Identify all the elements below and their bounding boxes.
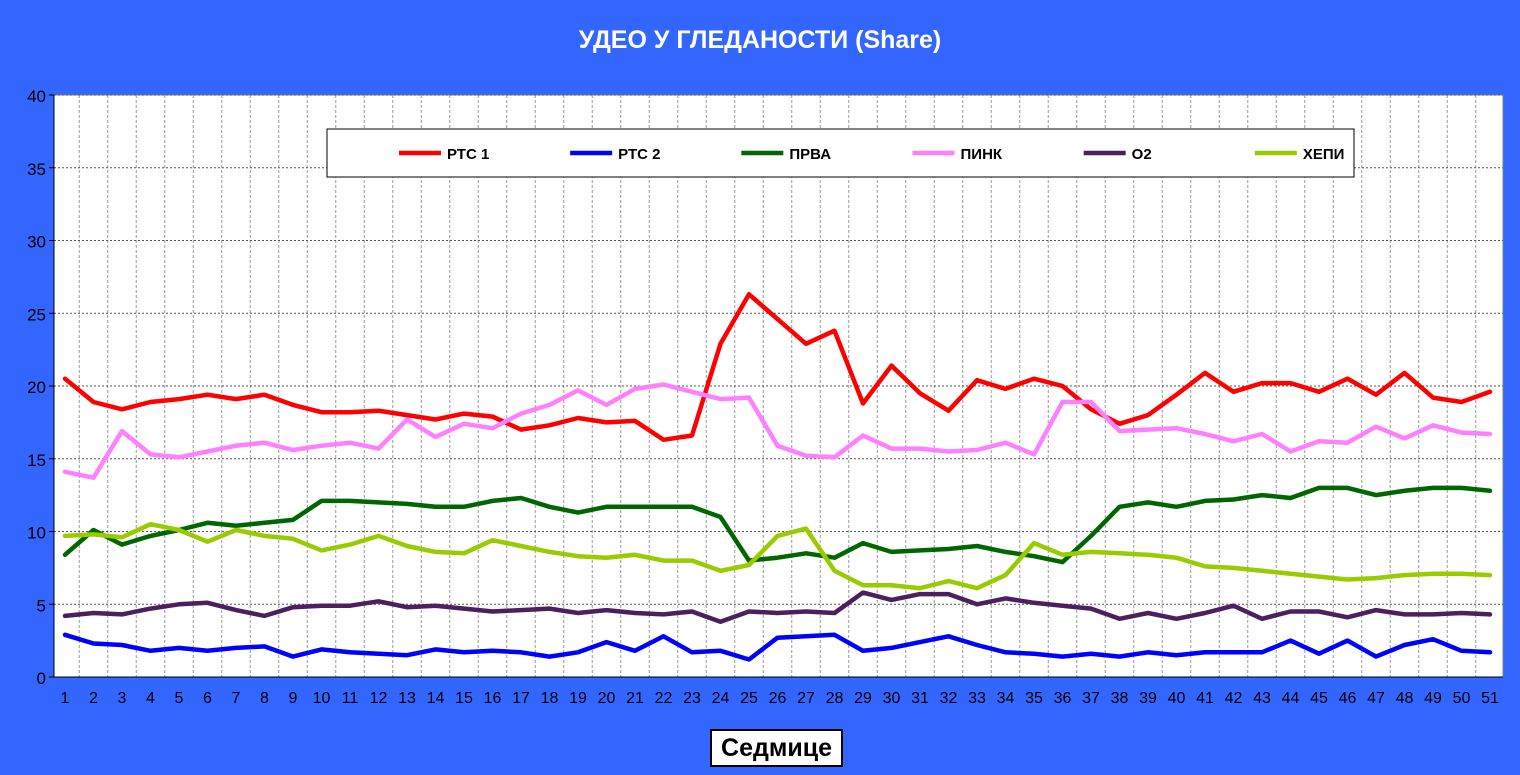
x-tick-label: 45 [1310, 690, 1328, 707]
x-axis-label: Седмице [710, 729, 843, 767]
y-tick-label: 30 [27, 233, 46, 252]
legend-box [326, 128, 1355, 178]
x-tick-label: 2 [89, 690, 98, 707]
x-tick-label: 11 [342, 690, 359, 707]
x-tick-label: 18 [541, 690, 559, 707]
x-tick-label: 29 [854, 690, 872, 707]
x-tick-label: 44 [1282, 690, 1300, 707]
x-tick-label: 28 [826, 690, 844, 707]
x-tick-label: 17 [512, 690, 530, 707]
x-tick-label: 22 [655, 690, 673, 707]
series-lines [62, 292, 1493, 662]
series-line-6 [62, 521, 1493, 591]
y-tick-label: 20 [27, 378, 46, 397]
x-tick-label: 35 [1025, 690, 1043, 707]
x-tick-label: 37 [1082, 690, 1100, 707]
x-tick-label: 32 [940, 690, 958, 707]
series-line-4 [62, 382, 1493, 480]
x-tick-label: 13 [398, 690, 416, 707]
legend-label: РТС 2 [618, 146, 660, 163]
x-tick-label: 5 [175, 690, 184, 707]
x-tick-label: 12 [370, 690, 388, 707]
x-tick-label: 21 [626, 690, 644, 707]
y-tick-label: 40 [27, 87, 46, 106]
series-line-2 [62, 632, 1493, 662]
x-tick-label: 4 [146, 690, 155, 707]
x-tick-label: 49 [1424, 690, 1442, 707]
x-tick-label: 51 [1481, 690, 1499, 707]
x-tick-label: 38 [1111, 690, 1129, 707]
x-tick-label: 14 [427, 690, 445, 707]
legend-label: О2 [1132, 146, 1152, 163]
x-tick-label: 48 [1396, 690, 1414, 707]
x-tick-label: 43 [1253, 690, 1271, 707]
x-tick-label: 7 [232, 690, 241, 707]
x-tick-label: 10 [313, 690, 331, 707]
series-line-5 [62, 590, 1493, 624]
legend-label: ПИНК [961, 146, 1003, 163]
x-tick-label: 31 [911, 690, 929, 707]
x-tick-label: 27 [797, 690, 815, 707]
y-tick-label: 25 [27, 305, 46, 324]
x-tick-label: 24 [712, 690, 730, 707]
x-tick-label: 40 [1168, 690, 1186, 707]
x-tick-label: 26 [769, 690, 787, 707]
x-tick-label: 42 [1225, 690, 1243, 707]
x-tick-label: 3 [118, 690, 127, 707]
legend-label: ПРВА [789, 146, 831, 163]
x-tick-label: 23 [683, 690, 701, 707]
x-tick-label: 33 [968, 690, 986, 707]
legend-label: РТС 1 [447, 146, 489, 163]
x-tick-label: 47 [1367, 690, 1385, 707]
x-tick-label: 30 [883, 690, 901, 707]
y-tick-label: 10 [27, 524, 46, 543]
legend-label: ХЕПИ [1303, 146, 1345, 163]
x-tick-label: 1 [61, 690, 70, 707]
y-tick-label: 5 [37, 596, 46, 615]
y-tick-label: 15 [27, 451, 46, 470]
x-tick-label: 19 [569, 690, 587, 707]
x-tick-label: 36 [1054, 690, 1072, 707]
x-tick-label: 50 [1453, 690, 1471, 707]
x-tick-label: 9 [289, 690, 298, 707]
x-tick-label: 8 [260, 690, 269, 707]
x-tick-label: 6 [203, 690, 212, 707]
series-line-1 [62, 292, 1493, 443]
x-tick-label: 46 [1339, 690, 1357, 707]
x-tick-label: 16 [484, 690, 502, 707]
legend: РТС 1 РТС 2 ПРВА ПИНК О2 ХЕПИ [326, 128, 1355, 178]
series-line-3 [62, 485, 1493, 565]
x-tick-label: 15 [455, 690, 473, 707]
x-tick-label: 41 [1196, 690, 1214, 707]
x-tick-label: 25 [740, 690, 758, 707]
y-tick-label: 35 [27, 160, 46, 179]
y-tick-label: 0 [37, 669, 46, 688]
x-tick-label: 39 [1139, 690, 1157, 707]
x-tick-label: 34 [997, 690, 1015, 707]
chart-title: УДЕО У ГЛЕДАНОСТИ (Share) [578, 26, 942, 54]
x-tick-label: 20 [598, 690, 616, 707]
